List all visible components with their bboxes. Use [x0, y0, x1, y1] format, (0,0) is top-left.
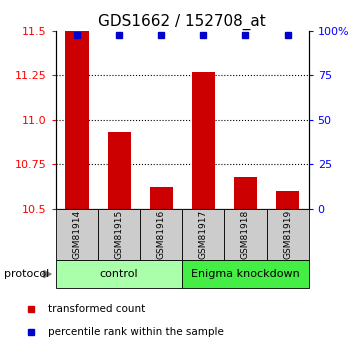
Bar [192, 72, 215, 209]
Bar [108, 132, 131, 209]
Bar [98, 209, 140, 260]
Text: GSM81918: GSM81918 [241, 210, 250, 259]
Bar [140, 209, 182, 260]
Text: protocol: protocol [4, 269, 49, 279]
Bar [182, 260, 309, 288]
Text: GSM81919: GSM81919 [283, 210, 292, 259]
Bar [276, 191, 299, 209]
Text: percentile rank within the sample: percentile rank within the sample [48, 327, 224, 337]
Title: GDS1662 / 152708_at: GDS1662 / 152708_at [99, 13, 266, 30]
Bar [225, 209, 266, 260]
Text: GSM81916: GSM81916 [157, 210, 166, 259]
Bar [65, 31, 88, 209]
Bar [266, 209, 309, 260]
Bar [56, 209, 98, 260]
Bar [182, 209, 225, 260]
Text: GSM81915: GSM81915 [115, 210, 123, 259]
Bar [150, 187, 173, 209]
Text: GSM81917: GSM81917 [199, 210, 208, 259]
Bar [234, 177, 257, 209]
Bar [56, 260, 182, 288]
Text: control: control [100, 269, 138, 279]
Text: Enigma knockdown: Enigma knockdown [191, 269, 300, 279]
Text: GSM81914: GSM81914 [73, 210, 82, 259]
Text: transformed count: transformed count [48, 304, 145, 314]
